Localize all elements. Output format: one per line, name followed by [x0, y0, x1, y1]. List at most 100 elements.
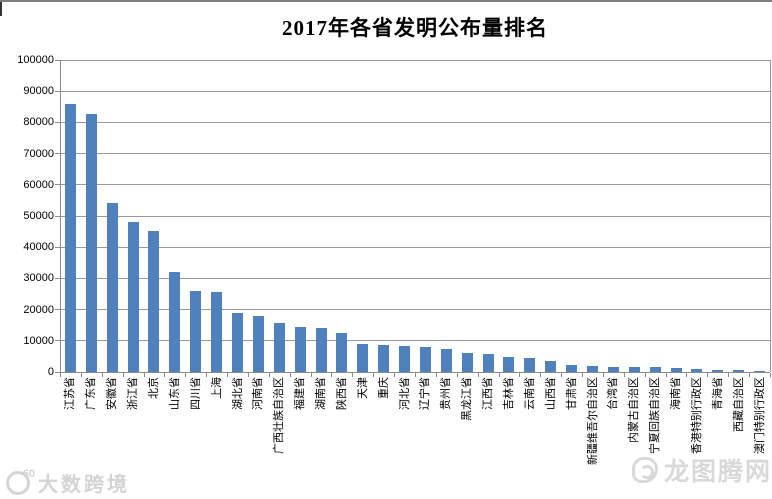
x-axis-tick — [770, 373, 771, 377]
x-axis-label-text: 吉林省 — [502, 377, 515, 410]
bar — [232, 313, 243, 372]
corner-mark — [0, 2, 2, 16]
x-axis-tick — [352, 373, 354, 377]
x-axis-tick — [206, 373, 208, 377]
x-axis-tick — [80, 373, 82, 377]
x-axis-tick — [623, 373, 625, 377]
bar — [106, 203, 118, 372]
x-axis-tick — [582, 373, 584, 377]
x-axis-label-text: 贵州省 — [440, 377, 453, 410]
x-axis-tick — [122, 373, 124, 377]
bar — [169, 272, 181, 372]
bar — [628, 367, 640, 372]
bar — [461, 353, 473, 372]
x-axis-tick — [707, 373, 709, 377]
y-axis-label: 50000 — [23, 210, 54, 222]
bar — [252, 316, 264, 372]
y-axis-tick — [55, 277, 60, 279]
x-axis-tick — [164, 373, 166, 377]
gridline — [60, 277, 770, 279]
x-axis-tick — [435, 373, 437, 377]
x-axis-tick — [477, 373, 479, 377]
y-axis-label: 40000 — [23, 241, 54, 254]
x-axis-tick — [101, 373, 103, 377]
y-axis-tick — [55, 340, 60, 342]
x-axis-label-text: 甘肃省 — [565, 377, 578, 410]
x-axis-label-text: 香港特别行政区 — [690, 377, 703, 454]
bar — [566, 365, 578, 372]
x-axis-label-text: 陕西省 — [335, 377, 348, 410]
bar — [273, 323, 285, 372]
x-axis-label-text: 新疆维吾尔自治区 — [586, 377, 599, 465]
x-axis-label-text: 辽宁省 — [419, 377, 432, 410]
x-axis-label-text: 山西省 — [544, 377, 557, 410]
x-axis-label-text: 黑龙江省 — [461, 377, 474, 421]
gridline — [60, 340, 770, 342]
gridline — [60, 246, 770, 248]
bar — [419, 347, 431, 372]
x-axis-label-text: 海南省 — [670, 377, 683, 410]
bar — [607, 367, 619, 372]
y-axis-tick — [55, 309, 60, 311]
x-axis-tick — [310, 373, 312, 377]
bar — [649, 367, 661, 372]
y-axis-tick — [55, 153, 60, 155]
x-axis-tick — [227, 373, 229, 377]
x-axis-tick — [519, 373, 521, 377]
x-axis-tick — [561, 373, 563, 377]
y-axis-tick — [55, 246, 60, 248]
x-axis-label-text: 内蒙古自治区 — [628, 377, 641, 443]
bar — [440, 349, 452, 372]
x-axis-label-text: 河北省 — [398, 377, 411, 410]
x-axis-label-text: 湖南省 — [315, 377, 328, 410]
x-axis-label-text: 山东省 — [168, 377, 181, 410]
y-axis-label: 90000 — [23, 85, 54, 98]
watermark-bottom-right: 龙图腾网 — [632, 452, 772, 488]
bar — [587, 366, 598, 372]
watermark-bottom-left-text: 大数跨境 — [38, 474, 130, 496]
x-axis-tick — [602, 373, 604, 377]
x-axis-label-text: 江西省 — [482, 377, 495, 410]
x-axis-label-text: 四川省 — [189, 377, 202, 410]
x-axis-label-text: 福建省 — [294, 377, 307, 410]
x-axis-label-text: 澳门特别行政区 — [753, 377, 766, 454]
x-axis-tick — [686, 373, 688, 377]
gridline — [60, 153, 770, 155]
x-axis-tick — [456, 373, 458, 377]
plot-right-border — [770, 60, 771, 372]
gridline — [60, 371, 770, 373]
bar — [482, 354, 494, 372]
y-axis-label: 20000 — [23, 303, 54, 316]
x-axis-label-text: 重庆 — [377, 377, 390, 399]
x-axis-label-text: 青海省 — [711, 377, 724, 410]
bar — [712, 370, 724, 372]
x-axis-label-text: 天津 — [356, 377, 369, 399]
bar — [336, 333, 348, 372]
bar — [315, 328, 327, 372]
bar — [127, 222, 139, 372]
x-axis-tick — [373, 373, 375, 377]
watermark-bottom-right-text: 龙图腾网 — [664, 458, 772, 486]
x-axis-label-text: 广东省 — [85, 377, 98, 410]
y-axis-tick — [55, 59, 60, 61]
x-axis-label-text: 广西壮族自治区 — [273, 377, 286, 454]
bar — [545, 361, 557, 372]
bar — [357, 344, 369, 372]
bar — [190, 291, 202, 372]
x-axis-label-text: 宁夏回族自治区 — [649, 377, 662, 454]
x-axis-tick — [289, 373, 291, 377]
y-axis-tick — [55, 215, 60, 217]
x-axis-tick — [143, 373, 145, 377]
bar — [670, 368, 682, 372]
bar — [294, 327, 306, 372]
x-axis-tick — [247, 373, 249, 377]
watermark-bottom-left: 60 大数跨境 — [6, 468, 130, 497]
x-axis-tick — [728, 373, 730, 377]
bar — [524, 358, 536, 372]
x-axis-label-text: 安徽省 — [106, 377, 119, 410]
chart-title: 2017年各省发明公布量排名 — [282, 16, 548, 40]
gridline — [60, 309, 770, 311]
bar — [378, 345, 390, 372]
